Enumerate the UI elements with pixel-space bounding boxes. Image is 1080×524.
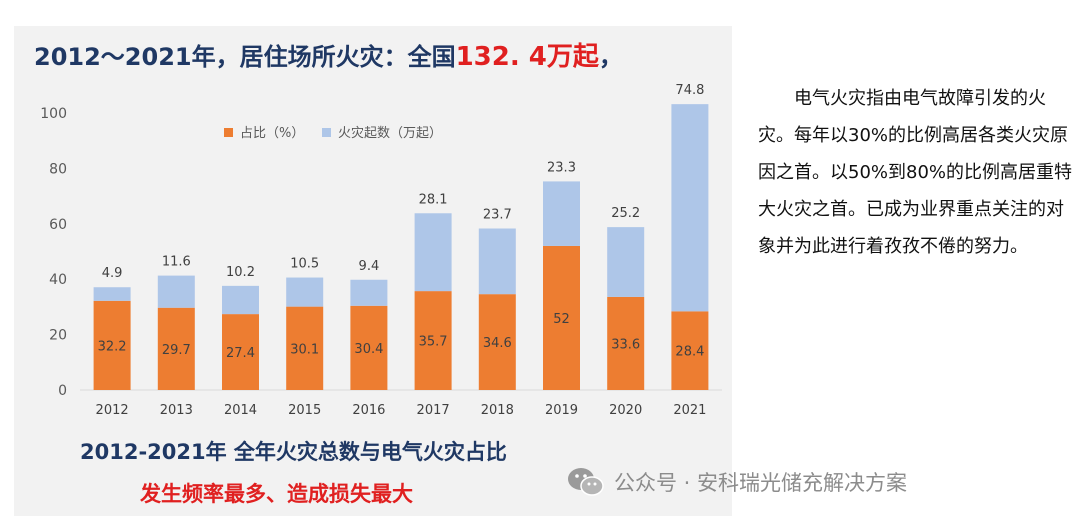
data-label-share: 30.4 [354, 342, 383, 357]
description-text: 电气火灾指由电气故障引发的火灾。每年以30%的比例高居各类火灾原因之首。以50%… [758, 80, 1078, 265]
data-label-share: 32.2 [98, 339, 127, 354]
y-tick-label: 40 [49, 272, 67, 288]
bar-segment-count [157, 275, 195, 308]
description-paragraph: 电气火灾指由电气故障引发的火灾。每年以30%的比例高居各类火灾原因之首。以50%… [758, 88, 1073, 257]
legend-swatch [224, 128, 233, 137]
x-tick-label: 2019 [545, 403, 578, 418]
data-label-count: 10.2 [226, 265, 255, 280]
bar-segment-share [607, 296, 645, 390]
x-tick-label: 2014 [224, 403, 257, 418]
x-tick-label: 2017 [417, 403, 450, 418]
x-tick-label: 2021 [673, 403, 706, 418]
legend-label: 占比（%） [240, 126, 304, 141]
bar-segment-share [350, 305, 388, 390]
bar-segment-count [543, 181, 580, 246]
y-tick-label: 100 [40, 106, 67, 122]
data-label-share: 29.7 [162, 343, 191, 358]
bar-segment-count [222, 285, 259, 315]
bar-segment-count [414, 213, 452, 292]
data-label-share: 34.6 [483, 336, 512, 351]
data-label-count: 11.6 [162, 255, 191, 270]
data-label-share: 28.4 [675, 345, 704, 360]
x-tick-label: 2018 [481, 403, 514, 418]
data-label-count: 28.1 [419, 192, 448, 207]
y-tick-label: 0 [58, 383, 67, 399]
bar-segment-share [93, 300, 131, 390]
x-tick-label: 2016 [352, 403, 385, 418]
headline-suffix: ， [598, 43, 623, 71]
wechat-icon [568, 468, 604, 496]
data-label-count: 10.5 [290, 257, 319, 272]
bar-segment-count [93, 287, 131, 301]
chart-subtitle: 2012-2021年 全年火灾总数与电气火灾占比 [80, 440, 507, 464]
x-tick-label: 2013 [160, 403, 193, 418]
data-label-count: 4.9 [102, 266, 123, 281]
bar-segment-share [478, 294, 516, 390]
data-label-count: 25.2 [611, 206, 640, 221]
y-tick-label: 80 [49, 161, 67, 177]
chart-headline: 2012～2021年，居住场所火灾：全国132. 4万起， [34, 36, 623, 73]
bar-segment-share [157, 307, 195, 390]
headline-prefix: 2012～2021年，居住场所火灾： [34, 43, 408, 71]
chart-caption: 发生频率最多、造成损失最大 [140, 482, 413, 506]
headline-mid: 全国 [407, 43, 456, 71]
bar-segment-count [286, 277, 324, 307]
watermark-text: 公众号 · 安科瑞光储充解决方案 [614, 471, 908, 495]
bar-segment-count [671, 104, 709, 312]
bar-segment-count [350, 279, 388, 306]
bar-segment-count [478, 228, 516, 295]
y-tick-label: 60 [49, 217, 67, 233]
data-label-count: 23.7 [483, 208, 512, 223]
data-label-share: 35.7 [419, 335, 448, 350]
data-label-share: 33.6 [611, 337, 640, 352]
x-tick-label: 2020 [609, 403, 642, 418]
x-tick-label: 2015 [288, 403, 321, 418]
bar-segment-share [671, 311, 709, 390]
data-label-share: 27.4 [226, 346, 255, 361]
data-label-share: 30.1 [290, 342, 319, 357]
bar-segment-share [222, 314, 259, 390]
data-label-count: 74.8 [675, 83, 704, 98]
legend-label: 火灾起数（万起） [338, 125, 442, 141]
y-tick-label: 20 [49, 328, 67, 344]
headline-value: 132. 4万起 [455, 42, 599, 72]
watermark: 公众号 · 安科瑞光储充解决方案 [566, 462, 907, 502]
legend-swatch [322, 128, 331, 137]
bar-segment-share [414, 291, 452, 390]
data-label-count: 23.3 [547, 160, 576, 175]
bar-segment-count [607, 227, 645, 297]
bar-segment-share [286, 306, 324, 390]
data-label-share: 52 [553, 312, 570, 327]
data-label-count: 9.4 [359, 259, 380, 274]
bar-segment-share [543, 245, 580, 390]
x-tick-label: 2012 [96, 403, 129, 418]
